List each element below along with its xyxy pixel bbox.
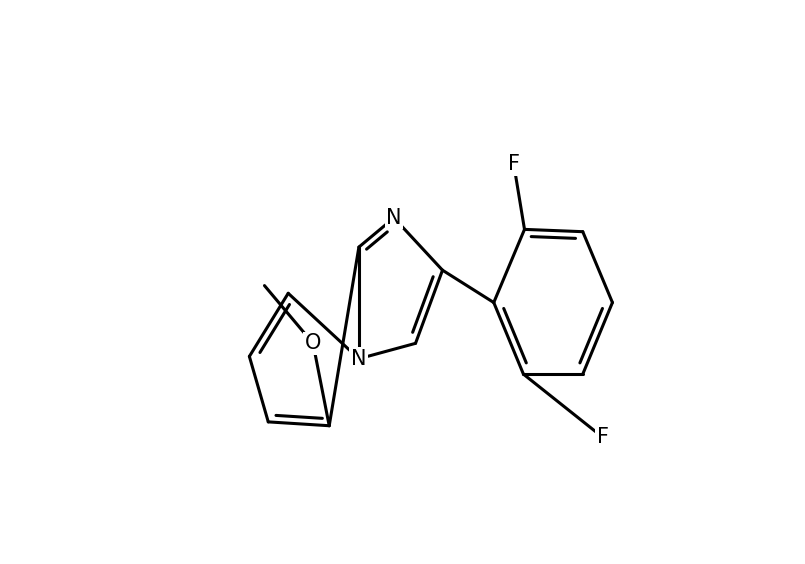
Text: O: O <box>305 333 321 353</box>
Text: N: N <box>386 208 402 228</box>
Text: N: N <box>351 349 366 369</box>
Text: F: F <box>508 154 520 174</box>
Text: F: F <box>597 428 609 447</box>
